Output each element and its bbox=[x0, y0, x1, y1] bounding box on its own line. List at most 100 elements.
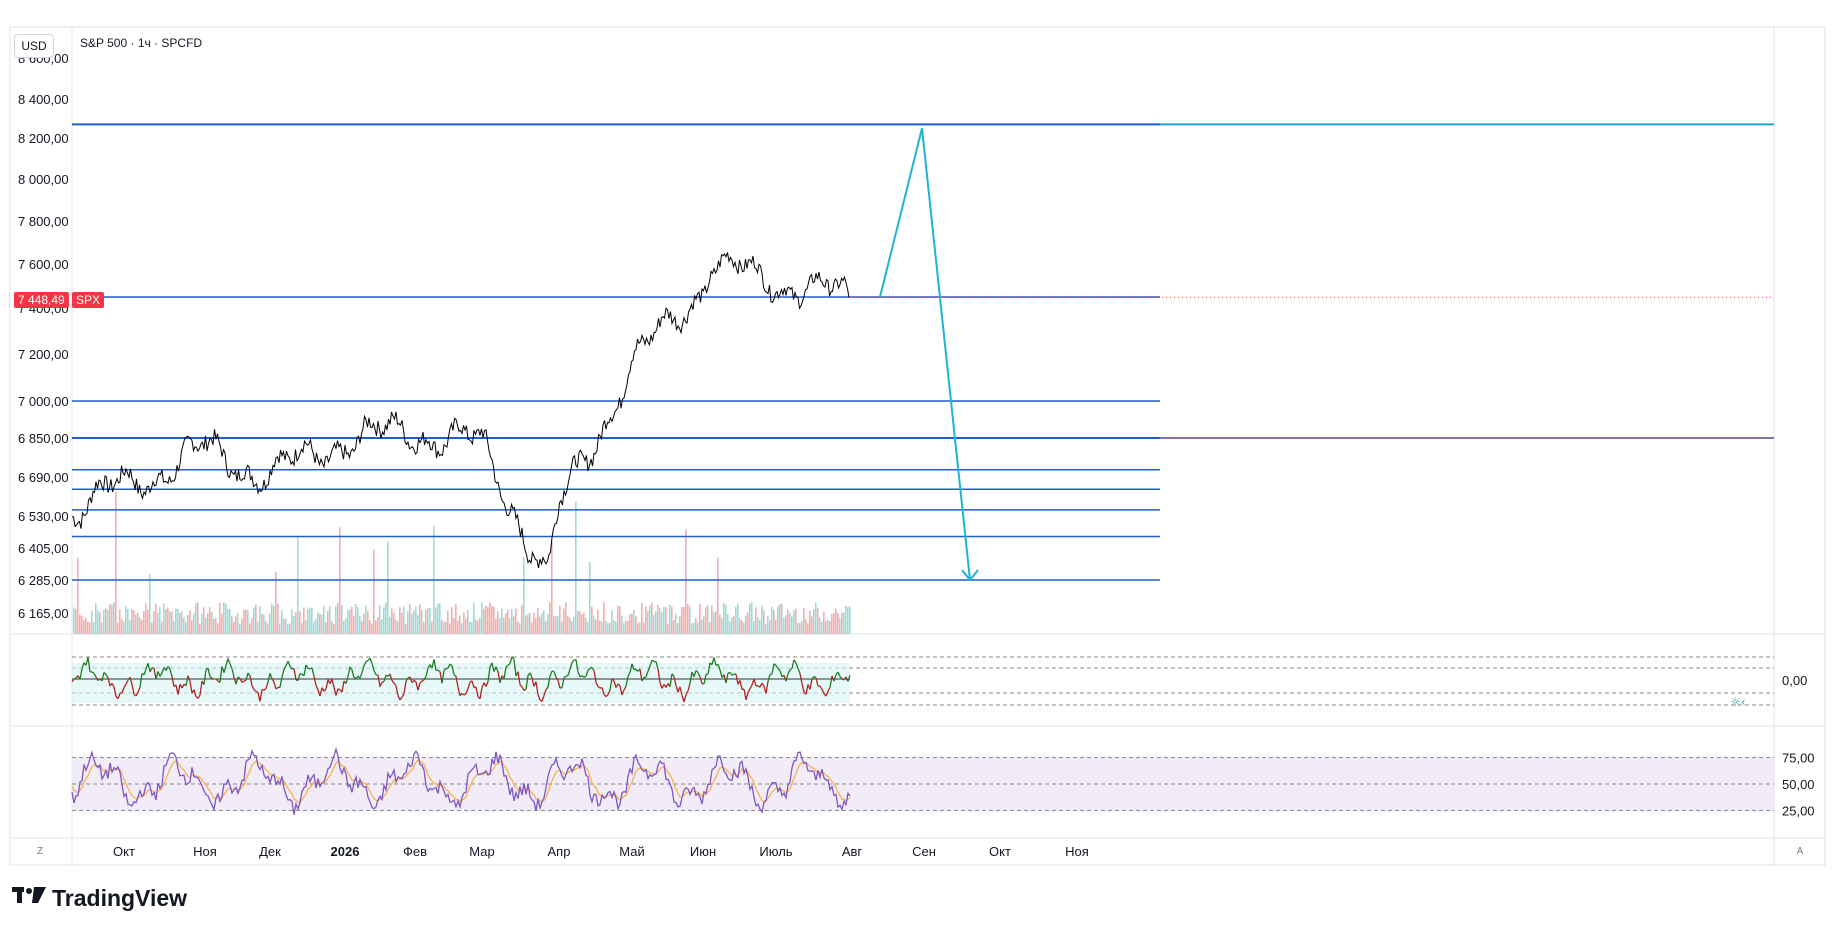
volume-bar bbox=[157, 612, 159, 634]
osc-segment bbox=[789, 667, 793, 671]
volume-bar bbox=[849, 606, 851, 634]
volume-bar bbox=[411, 613, 413, 634]
volume-bar bbox=[237, 612, 239, 634]
volume-bar bbox=[265, 620, 267, 634]
y-tick-label: 8 000,00 bbox=[18, 172, 69, 187]
volume-bar bbox=[103, 609, 105, 634]
osc-segment bbox=[591, 667, 595, 671]
osc-segment bbox=[613, 680, 617, 688]
volume-bar bbox=[645, 606, 647, 634]
osc-segment bbox=[211, 677, 215, 680]
volume-bar bbox=[277, 603, 279, 634]
osc-settings-icon: ☼‹ bbox=[1730, 695, 1746, 709]
volume-bar bbox=[141, 620, 143, 634]
osc-segment bbox=[199, 680, 203, 696]
volume-bar bbox=[445, 621, 447, 634]
volume-bar bbox=[77, 557, 79, 634]
volume-bar bbox=[629, 614, 631, 634]
osc-segment bbox=[655, 661, 659, 670]
auto-scale-right-button[interactable]: A bbox=[1796, 846, 1804, 857]
volume-bar bbox=[389, 616, 391, 634]
volume-bar bbox=[693, 622, 695, 634]
osc-segment bbox=[449, 663, 453, 667]
osc-segment bbox=[269, 673, 273, 679]
volume-bar bbox=[199, 623, 201, 634]
price-axis[interactable]: 8 600,008 400,008 200,008 000,007 800,00… bbox=[18, 51, 1815, 819]
osc-segment bbox=[337, 688, 341, 691]
osc-segment bbox=[743, 688, 747, 701]
volume-bar bbox=[117, 622, 119, 634]
volume-bar bbox=[627, 620, 629, 634]
osc-segment bbox=[373, 670, 377, 676]
volume-bar bbox=[299, 611, 301, 634]
tradingview-logo[interactable]: TradingView bbox=[12, 884, 187, 912]
x-tick-label: Окт bbox=[113, 844, 135, 859]
volume-bar bbox=[805, 619, 807, 634]
x-tick-label: Дек bbox=[259, 844, 281, 859]
volume-bar bbox=[581, 614, 583, 634]
osc-segment bbox=[585, 670, 589, 677]
osc-segment bbox=[359, 672, 363, 679]
osc-segment bbox=[619, 685, 623, 696]
osc-segment bbox=[81, 662, 85, 670]
osc-segment bbox=[609, 678, 613, 691]
volume-bar bbox=[585, 617, 587, 634]
osc-segment bbox=[171, 676, 175, 687]
projection-drawing[interactable] bbox=[879, 128, 979, 582]
volume-bar bbox=[739, 618, 741, 634]
oscillator-pane: ☼‹ bbox=[71, 656, 1774, 709]
volume-bar bbox=[683, 606, 685, 634]
volume-bar bbox=[403, 606, 405, 634]
volume-bar bbox=[479, 617, 481, 634]
osc-band bbox=[72, 663, 850, 703]
volume-bar bbox=[591, 606, 593, 634]
volume-bar bbox=[593, 615, 595, 634]
osc-segment bbox=[231, 668, 235, 678]
volume-bar bbox=[131, 609, 133, 634]
volume-bar bbox=[325, 622, 327, 634]
osc-segment bbox=[289, 665, 293, 670]
time-axis[interactable]: Окт Ноя Дек 2026 Фев Мар Апр Май Июн Июль Авг Сен Ок… bbox=[113, 844, 1089, 859]
volume-bar bbox=[95, 603, 97, 634]
osc-segment bbox=[589, 666, 593, 669]
osc-segment bbox=[659, 682, 663, 689]
volume-bar bbox=[441, 619, 443, 634]
osc-segment bbox=[125, 679, 129, 685]
osc-segment bbox=[405, 677, 409, 682]
osc-segment bbox=[287, 661, 291, 667]
horizontal-levels[interactable] bbox=[72, 123, 1774, 581]
volume-bar bbox=[689, 606, 691, 634]
volume-bar bbox=[79, 614, 81, 634]
tradingview-logo-icon bbox=[12, 884, 46, 912]
osc-segment bbox=[641, 676, 645, 682]
y-tick-label: 6 405,00 bbox=[18, 541, 69, 556]
volume-bar bbox=[233, 621, 235, 634]
osc-segment bbox=[611, 678, 615, 682]
volume-bar bbox=[365, 605, 367, 634]
auto-scale-left-button[interactable]: Z bbox=[36, 846, 44, 857]
volume-bar bbox=[387, 541, 389, 634]
osc-segment bbox=[499, 675, 503, 683]
volume-bar bbox=[811, 616, 813, 634]
osc-segment bbox=[531, 677, 535, 687]
volume-bar bbox=[715, 611, 717, 634]
osc-segment bbox=[381, 680, 385, 683]
osc-segment bbox=[703, 674, 707, 685]
volume-bar bbox=[815, 602, 817, 634]
volume-bar bbox=[289, 623, 291, 634]
rsi-tick-label: 25,00 bbox=[1782, 804, 1815, 819]
volume-bar bbox=[201, 613, 203, 634]
volume-bar bbox=[809, 610, 811, 634]
osc-segment bbox=[739, 680, 743, 690]
volume-bar bbox=[353, 615, 355, 634]
volume-bar bbox=[211, 612, 213, 634]
osc-segment bbox=[601, 687, 605, 695]
osc-segment bbox=[197, 694, 201, 699]
volume-bar bbox=[405, 623, 407, 634]
volume-bar bbox=[467, 609, 469, 634]
osc-segment bbox=[447, 663, 451, 669]
volume-bar bbox=[239, 623, 241, 634]
currency-button[interactable]: USD bbox=[14, 34, 54, 58]
osc-segment bbox=[775, 665, 779, 669]
